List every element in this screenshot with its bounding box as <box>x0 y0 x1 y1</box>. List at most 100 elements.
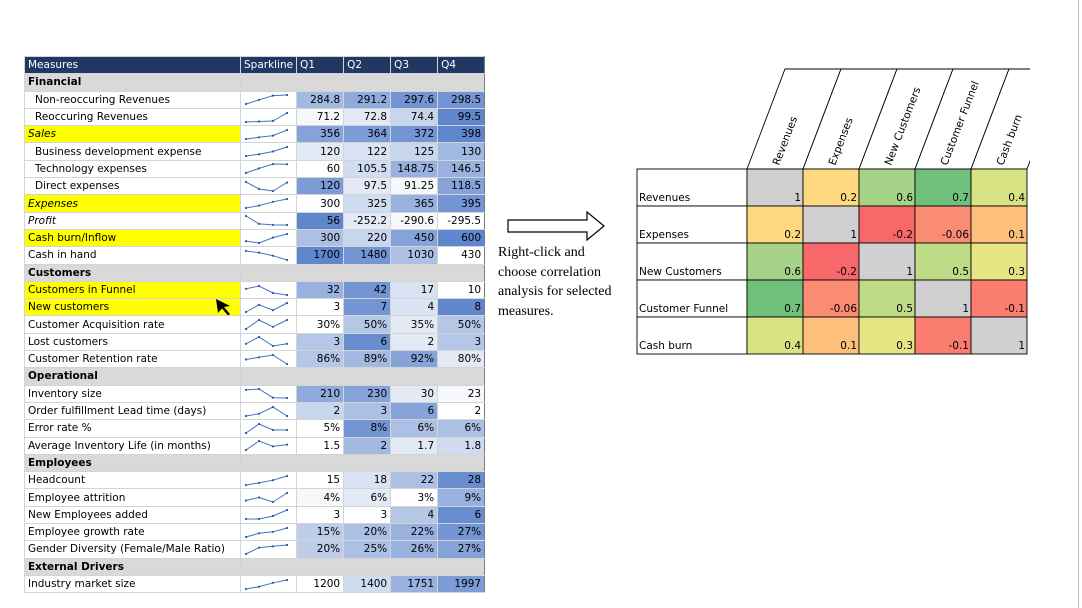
value-cell[interactable]: 74.4 <box>390 107 439 127</box>
value-cell[interactable]: 356 <box>296 125 345 144</box>
column-header[interactable]: Q1 <box>296 55 345 75</box>
value-cell[interactable]: 122 <box>343 142 392 161</box>
value-cell[interactable]: 120 <box>296 177 345 196</box>
value-cell[interactable]: 297.6 <box>390 90 439 109</box>
value-cell[interactable]: 7 <box>343 298 392 317</box>
sparkline-cell[interactable] <box>239 177 298 196</box>
measure-label[interactable]: Sales <box>24 125 241 144</box>
measure-label[interactable]: Direct expenses <box>24 177 241 196</box>
value-cell[interactable]: 5% <box>296 419 345 438</box>
value-cell[interactable]: 2 <box>390 332 439 352</box>
sparkline-cell[interactable] <box>239 523 298 542</box>
value-cell[interactable]: 15 <box>296 471 345 490</box>
value-cell[interactable]: 4 <box>390 298 439 317</box>
value-cell[interactable]: 230 <box>343 384 392 403</box>
value-cell[interactable]: 3 <box>296 332 345 352</box>
value-cell[interactable]: 1700 <box>296 246 345 265</box>
value-cell[interactable]: 300 <box>296 228 345 248</box>
value-cell[interactable]: 1400 <box>343 574 392 594</box>
value-cell[interactable]: 10 <box>437 280 486 300</box>
value-cell[interactable]: 89% <box>343 350 392 369</box>
value-cell[interactable]: 3 <box>437 332 486 352</box>
value-cell[interactable]: 8% <box>343 419 392 438</box>
sparkline-cell[interactable] <box>239 401 298 421</box>
value-cell[interactable]: 50% <box>343 315 392 334</box>
measure-label[interactable]: Reoccuring Revenues <box>24 107 241 127</box>
sparkline-cell[interactable] <box>239 298 298 317</box>
value-cell[interactable]: 80% <box>437 350 486 369</box>
value-cell[interactable]: 4% <box>296 488 345 507</box>
measure-label[interactable]: Cash in hand <box>24 246 241 265</box>
sparkline-cell[interactable] <box>239 228 298 248</box>
sparkline-cell[interactable] <box>239 332 298 352</box>
value-cell[interactable]: 50% <box>437 315 486 334</box>
value-cell[interactable]: 291.2 <box>343 90 392 109</box>
value-cell[interactable]: 1.8 <box>437 436 486 455</box>
value-cell[interactable]: 298.5 <box>437 90 486 109</box>
value-cell[interactable]: 30 <box>390 384 439 403</box>
value-cell[interactable]: 26% <box>390 540 439 559</box>
value-cell[interactable]: 3% <box>390 488 439 507</box>
value-cell[interactable]: 105.5 <box>343 159 392 179</box>
value-cell[interactable]: 125 <box>390 142 439 161</box>
section-label[interactable]: Employees <box>24 453 241 473</box>
measure-label[interactable]: Lost customers <box>24 332 241 352</box>
sparkline-cell[interactable] <box>239 471 298 490</box>
value-cell[interactable]: -252.2 <box>343 211 392 230</box>
value-cell[interactable]: 72.8 <box>343 107 392 127</box>
value-cell[interactable]: 365 <box>390 194 439 213</box>
sparkline-cell[interactable] <box>239 90 298 109</box>
measure-label[interactable]: Cash burn/Inflow <box>24 228 241 248</box>
value-cell[interactable]: 28 <box>437 471 486 490</box>
value-cell[interactable]: 18 <box>343 471 392 490</box>
value-cell[interactable]: 92% <box>390 350 439 369</box>
value-cell[interactable]: 1200 <box>296 574 345 594</box>
value-cell[interactable]: 86% <box>296 350 345 369</box>
value-cell[interactable]: 35% <box>390 315 439 334</box>
value-cell[interactable]: 284.8 <box>296 90 345 109</box>
sparkline-cell[interactable] <box>239 211 298 230</box>
sparkline-cell[interactable] <box>239 142 298 161</box>
measure-label[interactable]: New customers <box>24 298 241 317</box>
measure-label[interactable]: Customer Retention rate <box>24 350 241 369</box>
value-cell[interactable]: -295.5 <box>437 211 486 230</box>
value-cell[interactable]: 6 <box>390 401 439 421</box>
sparkline-cell[interactable] <box>239 384 298 403</box>
value-cell[interactable]: 91.25 <box>390 177 439 196</box>
value-cell[interactable]: 300 <box>296 194 345 213</box>
value-cell[interactable]: 1997 <box>437 574 486 594</box>
measure-label[interactable]: Expenses <box>24 194 241 213</box>
value-cell[interactable]: 3 <box>296 298 345 317</box>
section-label[interactable]: Financial <box>24 73 241 92</box>
sparkline-cell[interactable] <box>239 280 298 300</box>
value-cell[interactable]: 9% <box>437 488 486 507</box>
value-cell[interactable]: 99.5 <box>437 107 486 127</box>
sparkline-cell[interactable] <box>239 350 298 369</box>
value-cell[interactable]: 56 <box>296 211 345 230</box>
value-cell[interactable]: -290.6 <box>390 211 439 230</box>
value-cell[interactable]: 32 <box>296 280 345 300</box>
value-cell[interactable]: 4 <box>390 505 439 525</box>
measure-label[interactable]: Inventory size <box>24 384 241 403</box>
measure-label[interactable]: Profit <box>24 211 241 230</box>
value-cell[interactable]: 2 <box>343 436 392 455</box>
value-cell[interactable]: 1751 <box>390 574 439 594</box>
value-cell[interactable]: 30% <box>296 315 345 334</box>
measure-label[interactable]: Customers in Funnel <box>24 280 241 300</box>
value-cell[interactable]: 23 <box>437 384 486 403</box>
measure-label[interactable]: Technology expenses <box>24 159 241 179</box>
value-cell[interactable]: 3 <box>343 401 392 421</box>
sparkline-cell[interactable] <box>239 419 298 438</box>
value-cell[interactable]: 395 <box>437 194 486 213</box>
measure-label[interactable]: New Employees added <box>24 505 241 525</box>
measure-label[interactable]: Customer Acquisition rate <box>24 315 241 334</box>
sparkline-cell[interactable] <box>239 125 298 144</box>
value-cell[interactable]: 22 <box>390 471 439 490</box>
value-cell[interactable]: 120 <box>296 142 345 161</box>
sparkline-cell[interactable] <box>239 436 298 455</box>
value-cell[interactable]: 210 <box>296 384 345 403</box>
value-cell[interactable]: 3 <box>343 505 392 525</box>
value-cell[interactable]: 130 <box>437 142 486 161</box>
value-cell[interactable]: 42 <box>343 280 392 300</box>
measure-label[interactable]: Industry market size <box>24 574 241 594</box>
